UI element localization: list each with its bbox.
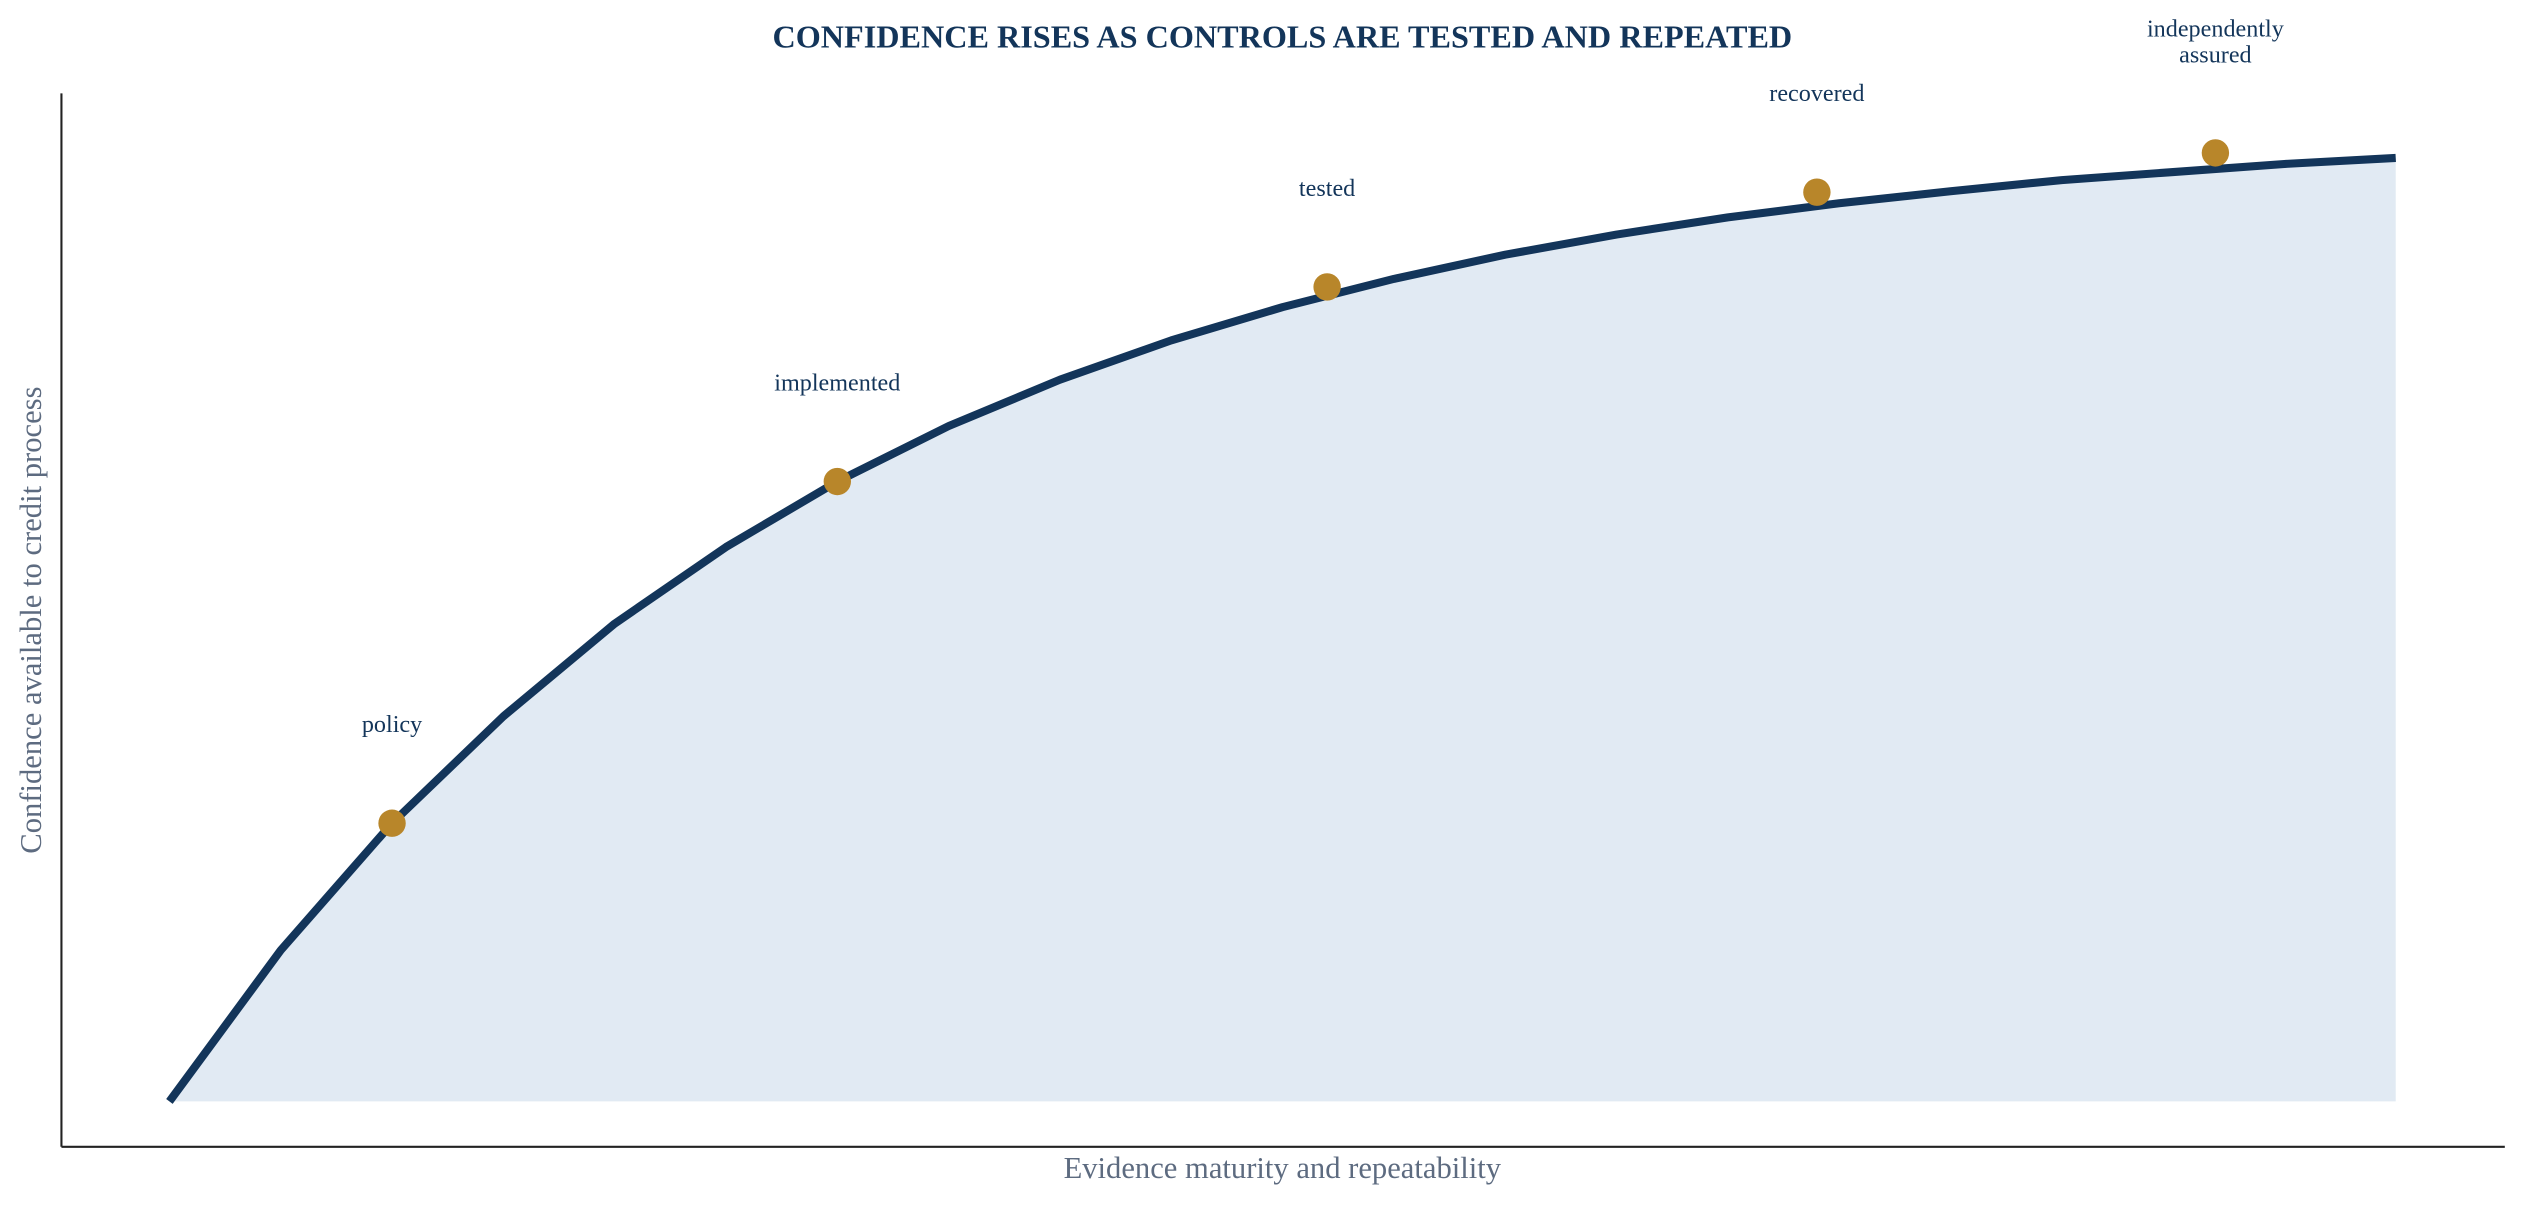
- milestone-label: recovered: [1769, 80, 1864, 107]
- x-axis-label: Evidence maturity and repeatability: [1064, 1151, 1502, 1185]
- milestone-marker: [1803, 178, 1831, 206]
- milestone-label: tested: [1299, 175, 1355, 202]
- chart-title: CONFIDENCE RISES AS CONTROLS ARE TESTED …: [772, 19, 1792, 55]
- milestone-marker: [2201, 139, 2230, 167]
- y-axis-label: Confidence available to credit process: [14, 386, 48, 853]
- area-fill: [169, 157, 2396, 1102]
- milestone-label: policy: [362, 711, 422, 738]
- milestone-marker: [1313, 273, 1341, 301]
- milestone-marker: [378, 809, 406, 837]
- milestone-label: implemented: [774, 369, 900, 396]
- milestone-label: independently assured: [2147, 15, 2284, 68]
- milestone-marker: [823, 467, 852, 496]
- curve-line: [166, 153, 2396, 1104]
